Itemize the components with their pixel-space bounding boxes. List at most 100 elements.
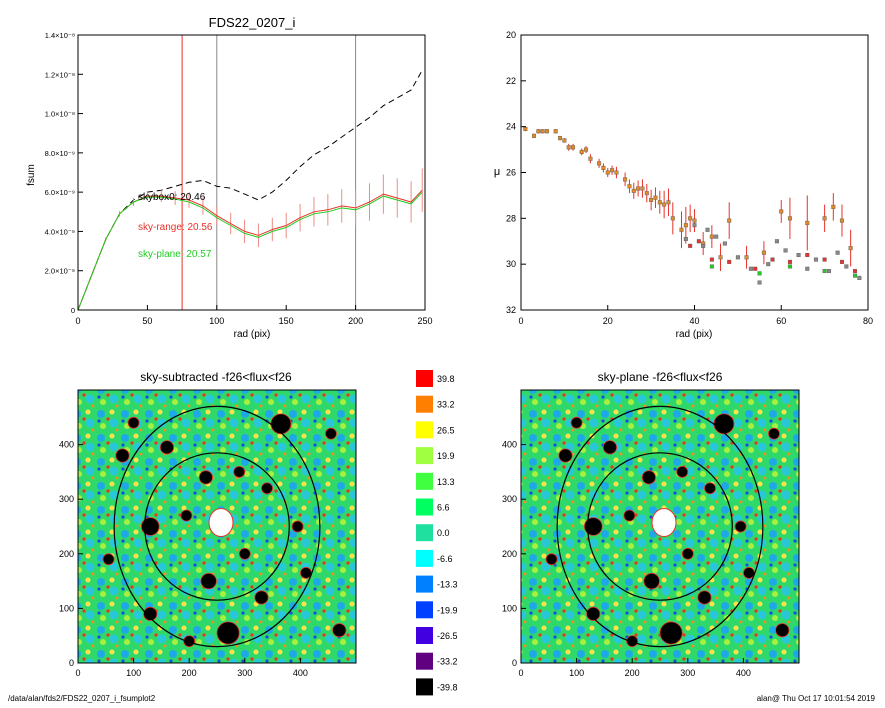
fsum-x-axis-label: rad (pix) [234,329,271,340]
mu-x-tick-label: 0 [518,316,523,326]
colorbar-label: 33.2 [437,400,455,410]
map-y-tick-label: 0 [69,658,74,668]
mu-point [579,149,584,154]
annotation-sky-plane: sky-plane: 20.57 [138,249,212,260]
aperture-ellipse-0 [556,405,764,648]
masked-source [261,482,274,495]
colorbar-swatch [416,370,433,387]
mu-point [649,197,654,202]
mu-point [614,170,619,175]
mu-point [571,145,576,150]
mu-point [709,264,714,269]
fsum-series-1-line [77,189,423,311]
mu-x-tick-label: 60 [776,316,786,326]
colorbar-label: 6.6 [437,503,450,513]
mu-profile-chart: 0 20 40 60 80 20 22 24 26 28 30 32 rad (pix) μ [494,30,873,340]
map-x-tick-label: 0 [75,668,80,678]
fsum-plot-frame [77,34,426,311]
sky-subtracted-frame [77,389,357,664]
mu-point [692,223,697,228]
colorbar-label: 13.3 [437,477,455,487]
mu-point [835,250,840,255]
mu-point [627,184,632,189]
colorbar-label: -6.6 [437,554,453,564]
mu-point [636,186,641,191]
colorbar-swatch [416,627,433,644]
colorbar-swatch [416,549,433,567]
mu-point [701,243,706,248]
masked-source [626,635,639,648]
map-x-tick-label: 300 [680,668,695,678]
mu-point [644,191,649,196]
masked-source [233,465,246,478]
mu-x-tick-label: 80 [863,316,873,326]
sky-plane-map: sky-plane -f26<flux<f26 [520,370,800,664]
colorbar-swatch [416,652,433,670]
mu-point [545,129,550,134]
fsum-x-tick-label: 200 [348,316,363,326]
fsum-y-tick-label: 1.4×10⁻⁸ [45,31,75,40]
map-x-tick-label: 300 [237,668,252,678]
masked-source [254,590,269,605]
mu-y-axis-label: μ [494,166,500,178]
colorbar-swatch [416,447,433,465]
mu-point [653,195,658,200]
masked-source [200,572,217,590]
mu-point [774,239,779,244]
mu-point [839,259,844,264]
mu-point [670,216,675,221]
mu-point [857,275,862,280]
mu-point [744,255,749,260]
mu-point [532,133,537,138]
map-y-tick-label: 100 [59,603,74,613]
masked-source [697,590,712,605]
mu-point [722,241,727,246]
mu-point [562,138,567,143]
fsum-series-0-line [77,70,423,311]
map-axes: 0 100 200 300 400 0 100 200 300 400 [502,440,751,678]
map-y-tick-label: 400 [502,440,517,450]
masked-source [681,547,694,560]
galaxy-core [208,508,234,537]
mu-point [692,218,697,223]
mu-point [584,147,589,152]
map-x-tick-label: 0 [518,668,523,678]
mu-point [640,186,645,191]
mu-y-tick-label: 30 [506,259,516,269]
mu-point [601,165,606,170]
sky-subtracted-title: sky-subtracted -f26<flux<f26 [140,370,292,384]
mu-point [705,227,710,232]
mu-point [839,218,844,223]
mu-y-tick-label: 24 [506,122,516,132]
fsum-x-tick-label: 50 [142,316,152,326]
masked-source [325,427,337,440]
masked-source [102,553,115,566]
footer-file-path: /data/alan/fds2/FDS22_0207_i_fsumplot2 [8,694,156,703]
annotation-skybox0: skybox0: 20.46 [138,192,206,203]
fsum-x-tick-label: 250 [417,316,432,326]
masked-source [775,623,790,638]
fsum-y-tick-label: 1.2×10⁻⁸ [45,70,75,79]
mu-point [761,250,766,255]
masked-source [270,413,292,435]
mu-point [805,252,810,257]
masked-source [291,520,304,533]
mu-point [623,177,628,182]
mu-point [605,170,610,175]
fsum-y-tick-label: 8.0×10⁻⁹ [45,149,75,158]
mu-point [709,234,714,239]
mu-point [666,200,671,205]
aperture-ellipse-1 [587,452,733,601]
map-x-tick-label: 400 [293,668,308,678]
mu-point [805,220,810,225]
masked-source [558,448,573,463]
colorbar-label: -39.8 [437,682,458,692]
mu-point [662,202,667,207]
mu-point [831,204,836,209]
mu-y-tick-label: 20 [506,30,516,40]
annotation-sky-range: sky-range: 20.56 [138,222,213,233]
mu-point [688,243,693,248]
masked-source [643,572,660,590]
mu-point [696,239,701,244]
mu-point [657,200,662,205]
